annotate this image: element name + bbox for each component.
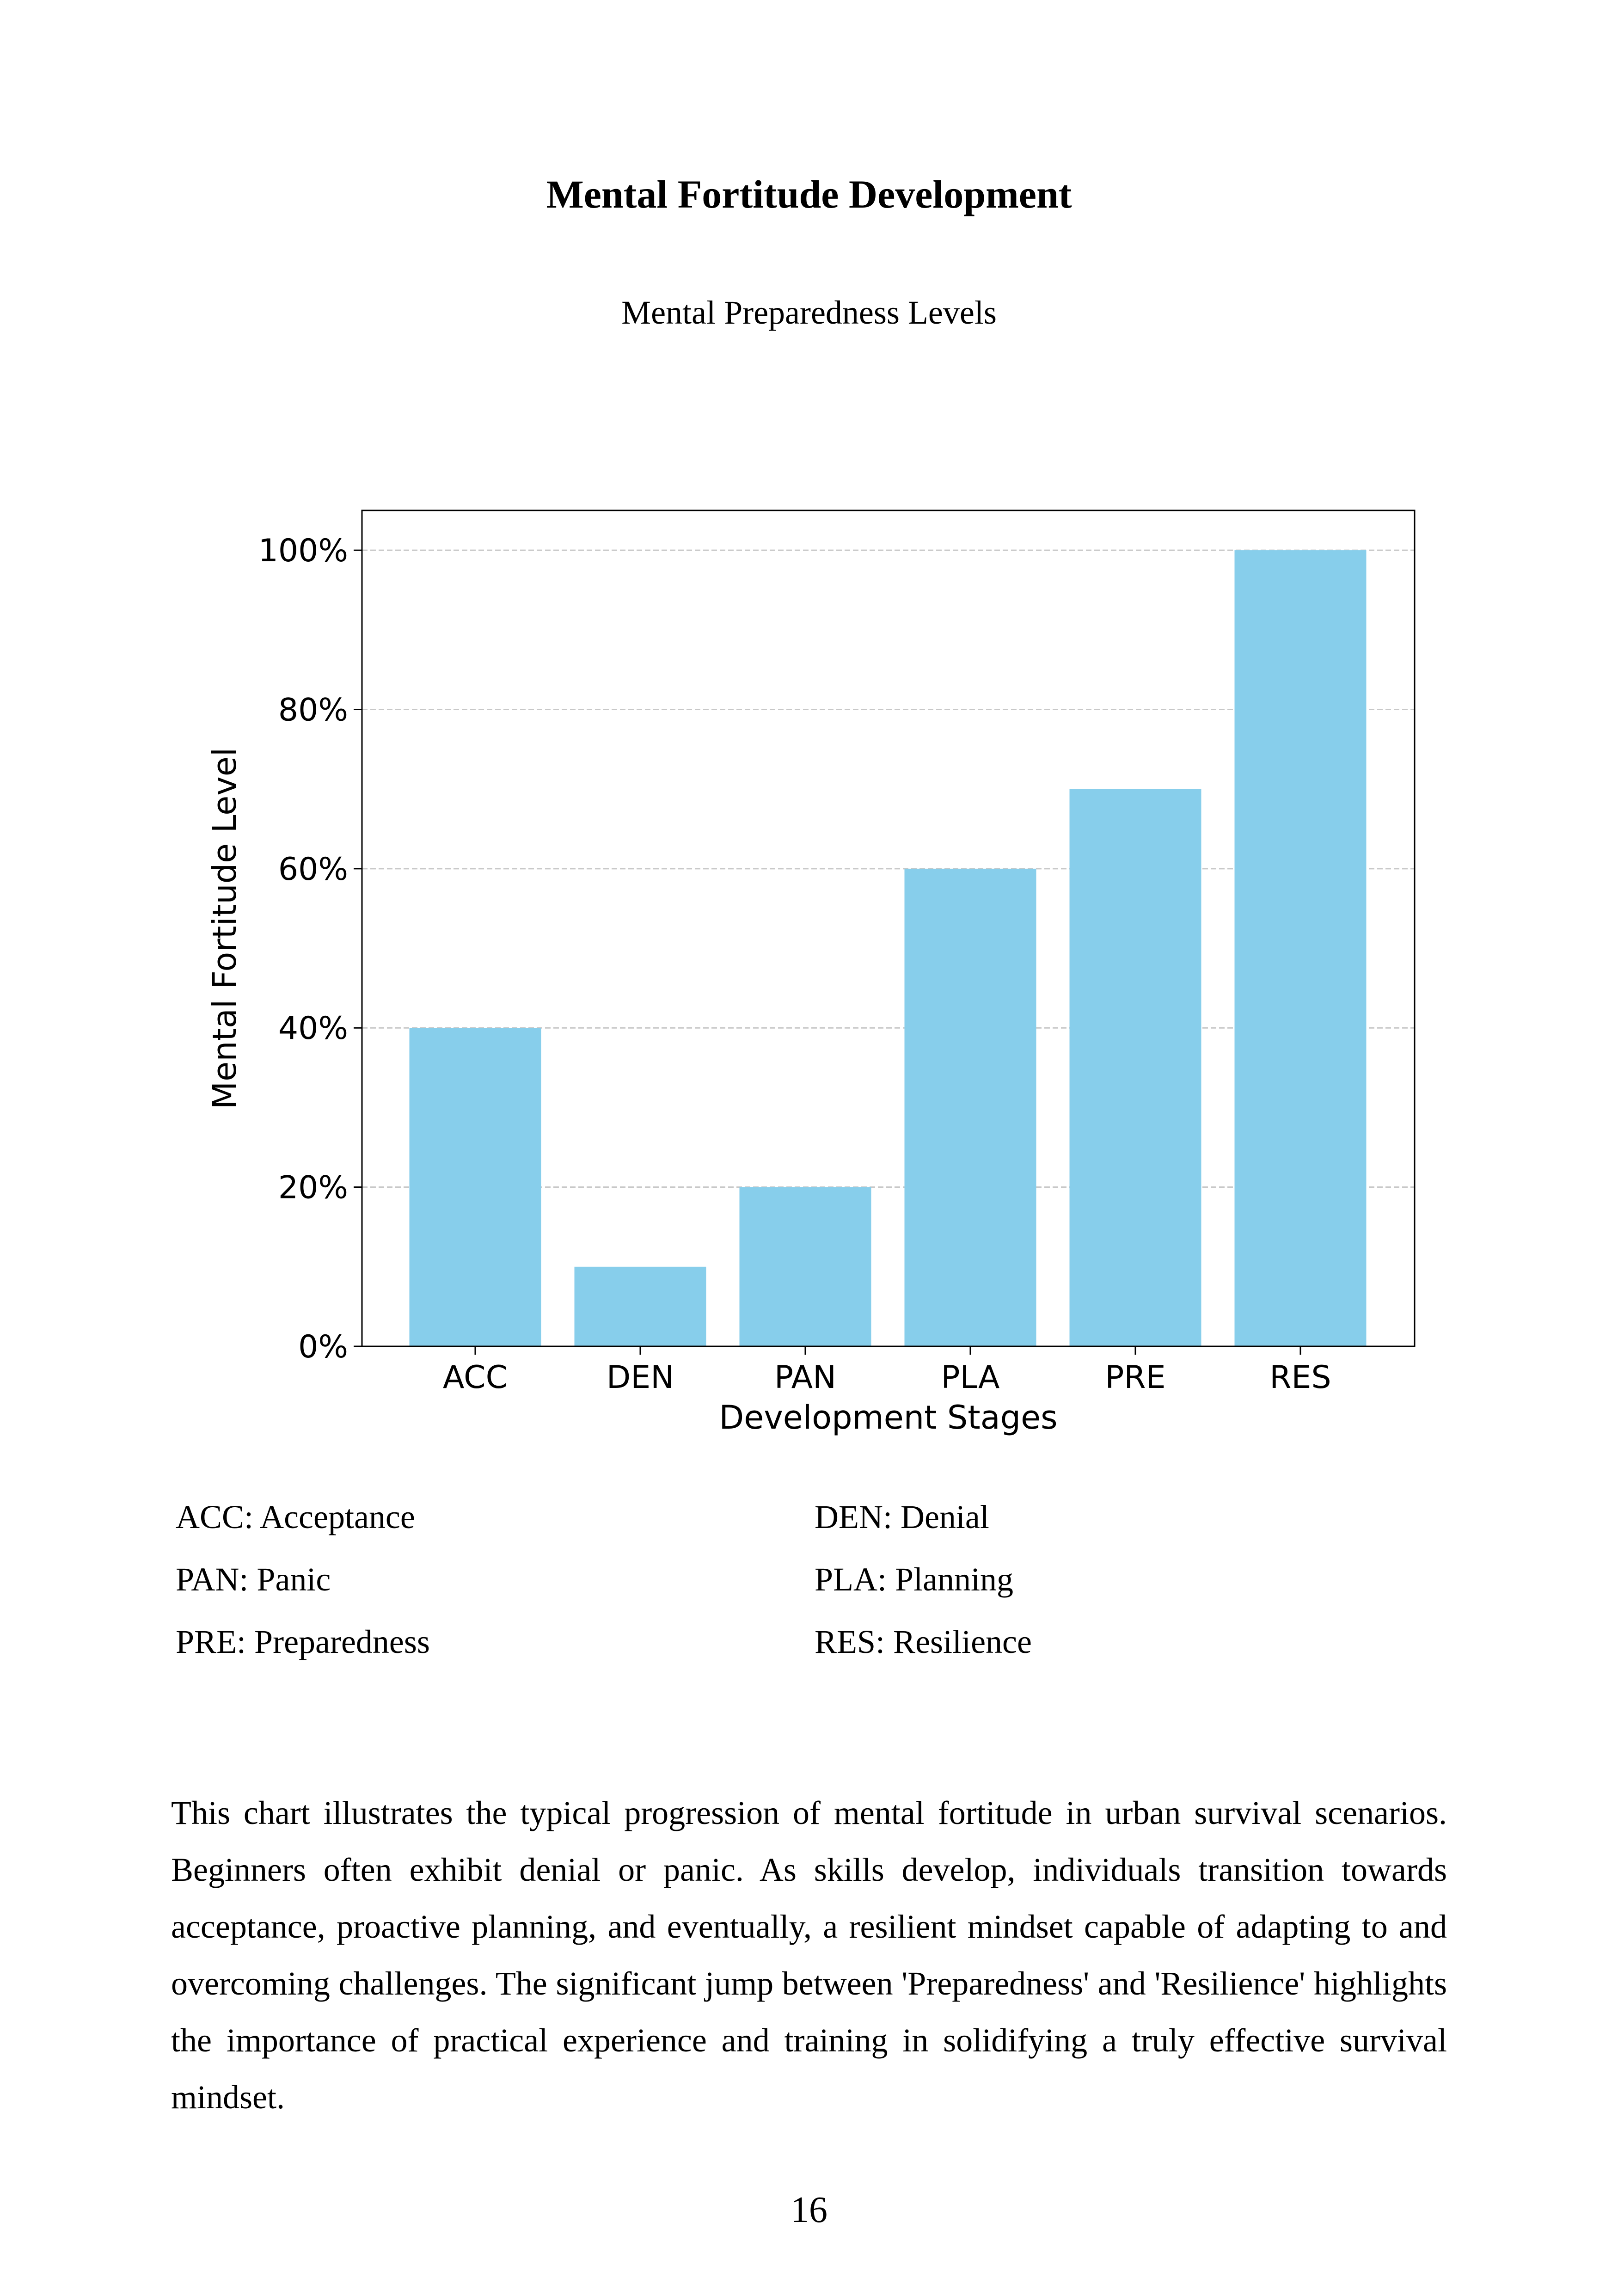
bar-pan — [739, 1187, 871, 1346]
x-ticks: ACC DEN PAN PLA PRE RES — [443, 1346, 1331, 1396]
legend-item-res: RES: Resilience — [815, 1623, 1032, 1660]
y-tick-label: 0% — [298, 1329, 348, 1365]
y-tick-label: 60% — [278, 851, 348, 888]
bar-pre — [1069, 789, 1201, 1346]
y-axis-label: Mental Fortitude Level — [206, 748, 244, 1109]
bar-res — [1234, 550, 1367, 1346]
y-tick-label: 40% — [278, 1010, 348, 1047]
y-tick-label: 100% — [258, 533, 348, 569]
x-axis-label: Development Stages — [719, 1399, 1057, 1437]
bar-chart: 0% 20% 40% 60% 80% 100% ACC DEN PAN PLA PRE RES De… — [206, 510, 1416, 1437]
legend-item-pan: PAN: Panic — [176, 1561, 331, 1598]
chart-description: This chart illustrates the typical progr… — [171, 1794, 1447, 2116]
legend-item-den: DEN: Denial — [815, 1498, 989, 1535]
y-ticks: 0% 20% 40% 60% 80% 100% — [258, 533, 362, 1365]
x-tick-label: DEN — [607, 1359, 674, 1396]
legend-item-pla: PLA: Planning — [815, 1561, 1014, 1598]
bar-acc — [409, 1028, 541, 1346]
y-tick-label: 80% — [278, 692, 348, 728]
x-tick-label: ACC — [443, 1359, 508, 1396]
x-tick-label: RES — [1269, 1359, 1331, 1396]
legend-item-pre: PRE: Preparedness — [176, 1623, 430, 1660]
plot-frame — [361, 510, 1416, 1347]
y-tick-label: 20% — [278, 1170, 348, 1206]
page-number: 16 — [791, 2190, 827, 2230]
chart-subtitle: Mental Preparedness Levels — [621, 294, 997, 331]
legend-item-acc: ACC: Acceptance — [176, 1498, 415, 1535]
bar-den — [574, 1266, 706, 1346]
bars — [409, 550, 1367, 1346]
x-tick-label: PRE — [1105, 1359, 1165, 1396]
bar-pla — [904, 868, 1036, 1346]
x-tick-label: PLA — [941, 1359, 1000, 1396]
x-tick-label: PAN — [774, 1359, 836, 1396]
page-title: Mental Fortitude Development — [546, 172, 1072, 216]
